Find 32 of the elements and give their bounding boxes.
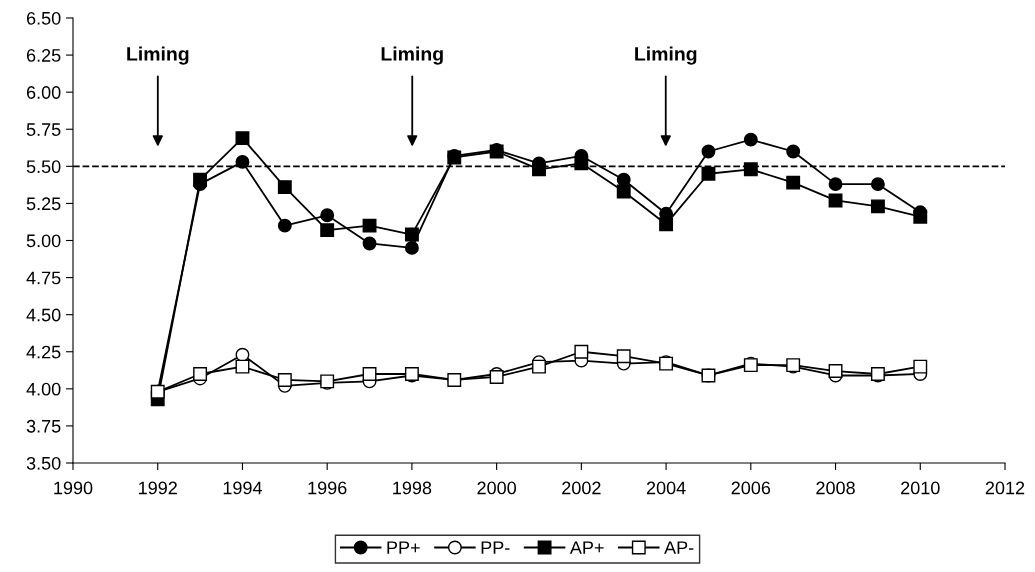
annotation: Liming bbox=[127, 46, 189, 65]
x-tick-label: 2004 bbox=[646, 481, 686, 495]
legend-label: PP+ bbox=[387, 541, 420, 554]
x-tick-label: 2008 bbox=[816, 481, 855, 495]
x-tick-label: 1994 bbox=[223, 481, 263, 495]
x-tick-label: 1996 bbox=[308, 481, 347, 495]
annotation: Liming bbox=[635, 46, 697, 65]
x-tick-label: 2012 bbox=[985, 481, 1025, 495]
x-tick-label: 2002 bbox=[562, 481, 601, 495]
y-tick-label: 3.75 bbox=[26, 419, 61, 433]
y-tick-label: 6.25 bbox=[26, 49, 61, 62]
y-tick-label: 5.00 bbox=[26, 234, 61, 248]
annotation: Liming bbox=[381, 46, 443, 65]
legend-label: AP+ bbox=[569, 541, 604, 554]
x-tick-label: 2000 bbox=[477, 481, 517, 495]
y-tick-label: 5.75 bbox=[26, 123, 61, 136]
y-tick-label: 4.50 bbox=[26, 308, 61, 322]
x-tick-label: 1998 bbox=[393, 481, 432, 495]
legend-label: AP- bbox=[664, 541, 694, 554]
x-tick-label: 2006 bbox=[731, 481, 771, 495]
x-tick-label: 1992 bbox=[139, 481, 177, 495]
y-tick-label: 4.75 bbox=[26, 271, 61, 285]
legend-label: PP- bbox=[481, 541, 510, 554]
y-tick-label: 4.00 bbox=[26, 382, 61, 396]
y-tick-label: 6.00 bbox=[26, 86, 61, 99]
y-tick-label: 6.50 bbox=[26, 11, 61, 25]
x-tick-label: 1990 bbox=[54, 481, 93, 495]
y-tick-label: 3.50 bbox=[26, 456, 61, 470]
x-tick-label: 2010 bbox=[901, 481, 940, 495]
y-tick-label: 5.50 bbox=[26, 160, 61, 174]
y-tick-label: 4.25 bbox=[26, 345, 61, 359]
y-tick-label: 5.25 bbox=[26, 197, 61, 211]
